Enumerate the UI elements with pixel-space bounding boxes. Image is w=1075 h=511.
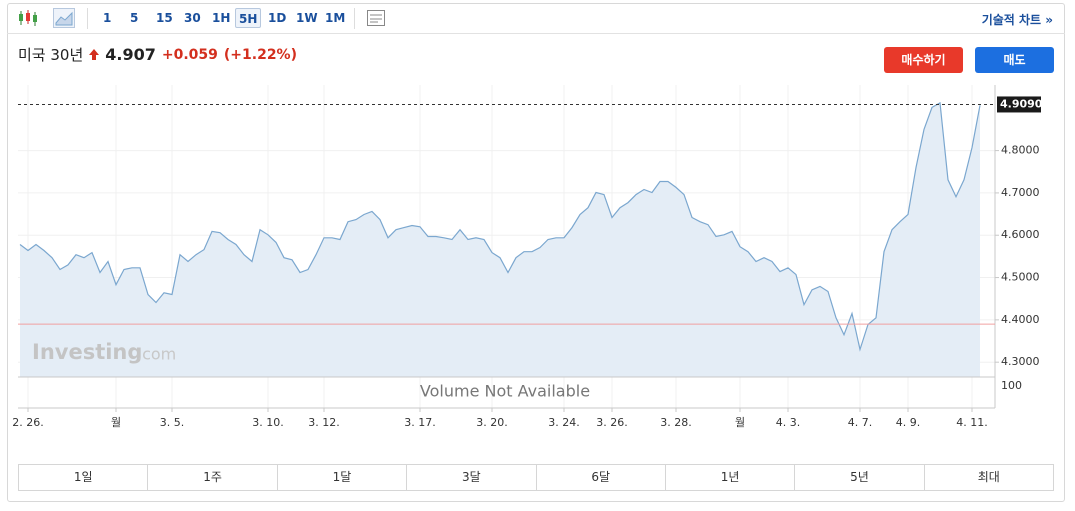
x-tick-label: 4. 9. <box>896 416 921 429</box>
x-tick-label: 3. 17. <box>404 416 436 429</box>
interval-button[interactable]: 1M <box>325 11 346 25</box>
change-percent: (+1.22%) <box>223 46 297 63</box>
interval-button[interactable]: 30 <box>184 11 201 25</box>
volume-tick-label: 100 <box>1001 379 1022 392</box>
widget-frame <box>7 3 1065 502</box>
y-tick-label: 4.6000 <box>1001 228 1040 241</box>
y-tick-label: 4.4000 <box>1001 313 1040 326</box>
x-tick-label: 3. 10. <box>252 416 284 429</box>
interval-button[interactable]: 1H <box>212 11 231 25</box>
instrument-name: 미국 30년 <box>18 46 84 64</box>
x-tick-label: 3. 28. <box>660 416 692 429</box>
buy-button[interactable]: 매수하기 <box>884 47 963 73</box>
interval-button[interactable]: 5 <box>130 11 139 25</box>
range-bar: 1일 1주 1달 3달 6달 1년 5년 최대 <box>18 464 1054 491</box>
change: +0.059 <box>161 46 218 63</box>
price-line <box>19 101 981 352</box>
x-tick-label: 3. 24. <box>548 416 580 429</box>
y-tick-label: 4.5000 <box>1001 271 1040 284</box>
separator <box>354 8 355 29</box>
area-fill <box>20 102 980 378</box>
up-arrow <box>89 49 100 60</box>
y-tick-label: 4.3000 <box>1001 355 1040 368</box>
last-price-label: 4.9090 <box>1000 97 1043 110</box>
x-tick-label: 4. 7. <box>848 416 873 429</box>
separator <box>87 8 88 29</box>
x-tick-label: 월 <box>735 416 745 429</box>
range-button[interactable]: 1달 <box>276 465 406 490</box>
candle-icon[interactable] <box>17 8 39 28</box>
advanced-chart-link[interactable]: 기술적 차트 » <box>981 13 1053 27</box>
range-button[interactable]: 5년 <box>794 465 923 490</box>
x-tick-label: 4. 3. <box>776 416 801 429</box>
interval-button[interactable]: 1D <box>268 11 287 25</box>
indicator-icon[interactable] <box>366 8 386 28</box>
range-button[interactable]: 1년 <box>664 465 794 490</box>
x-tick-label: 3. 12. <box>308 416 340 429</box>
quote-header: 미국 30년 4.907 +0.059 (+1.22%) <box>18 44 297 65</box>
toolbar: 기술적 차트 » 1 5 15 30 1H 5H 1D 1W 1M <box>7 3 1065 34</box>
x-tick-label: 월 <box>111 416 121 429</box>
range-button[interactable]: 1주 <box>147 465 276 490</box>
range-button[interactable]: 최대 <box>923 465 1053 490</box>
watermark: Investing <box>32 340 142 364</box>
last-price-box <box>997 96 1041 113</box>
range-button[interactable]: 6달 <box>535 465 665 490</box>
x-tick-label: 3. 5. <box>160 416 185 429</box>
watermark-suffix: .com <box>137 345 176 364</box>
sell-button[interactable]: 매도 <box>975 47 1054 73</box>
interval-button[interactable]: 1W <box>296 11 318 25</box>
x-tick-label: 4. 11. <box>956 416 988 429</box>
volume-message: Volume Not Available <box>420 382 590 401</box>
area-icon[interactable] <box>53 8 75 28</box>
interval-button[interactable]: 15 <box>156 11 173 25</box>
x-tick-label: 2. 26. <box>12 416 44 429</box>
y-tick-label: 4.7000 <box>1001 186 1040 199</box>
range-button[interactable]: 3달 <box>406 465 535 490</box>
x-tick-label: 3. 20. <box>476 416 508 429</box>
interval-button[interactable]: 5H <box>235 8 262 28</box>
price: 4.907 <box>105 45 156 64</box>
y-tick-label: 4.8000 <box>1001 144 1040 157</box>
x-tick-label: 3. 26. <box>596 416 628 429</box>
range-button[interactable]: 1일 <box>73 470 93 484</box>
interval-button[interactable]: 1 <box>103 11 112 25</box>
